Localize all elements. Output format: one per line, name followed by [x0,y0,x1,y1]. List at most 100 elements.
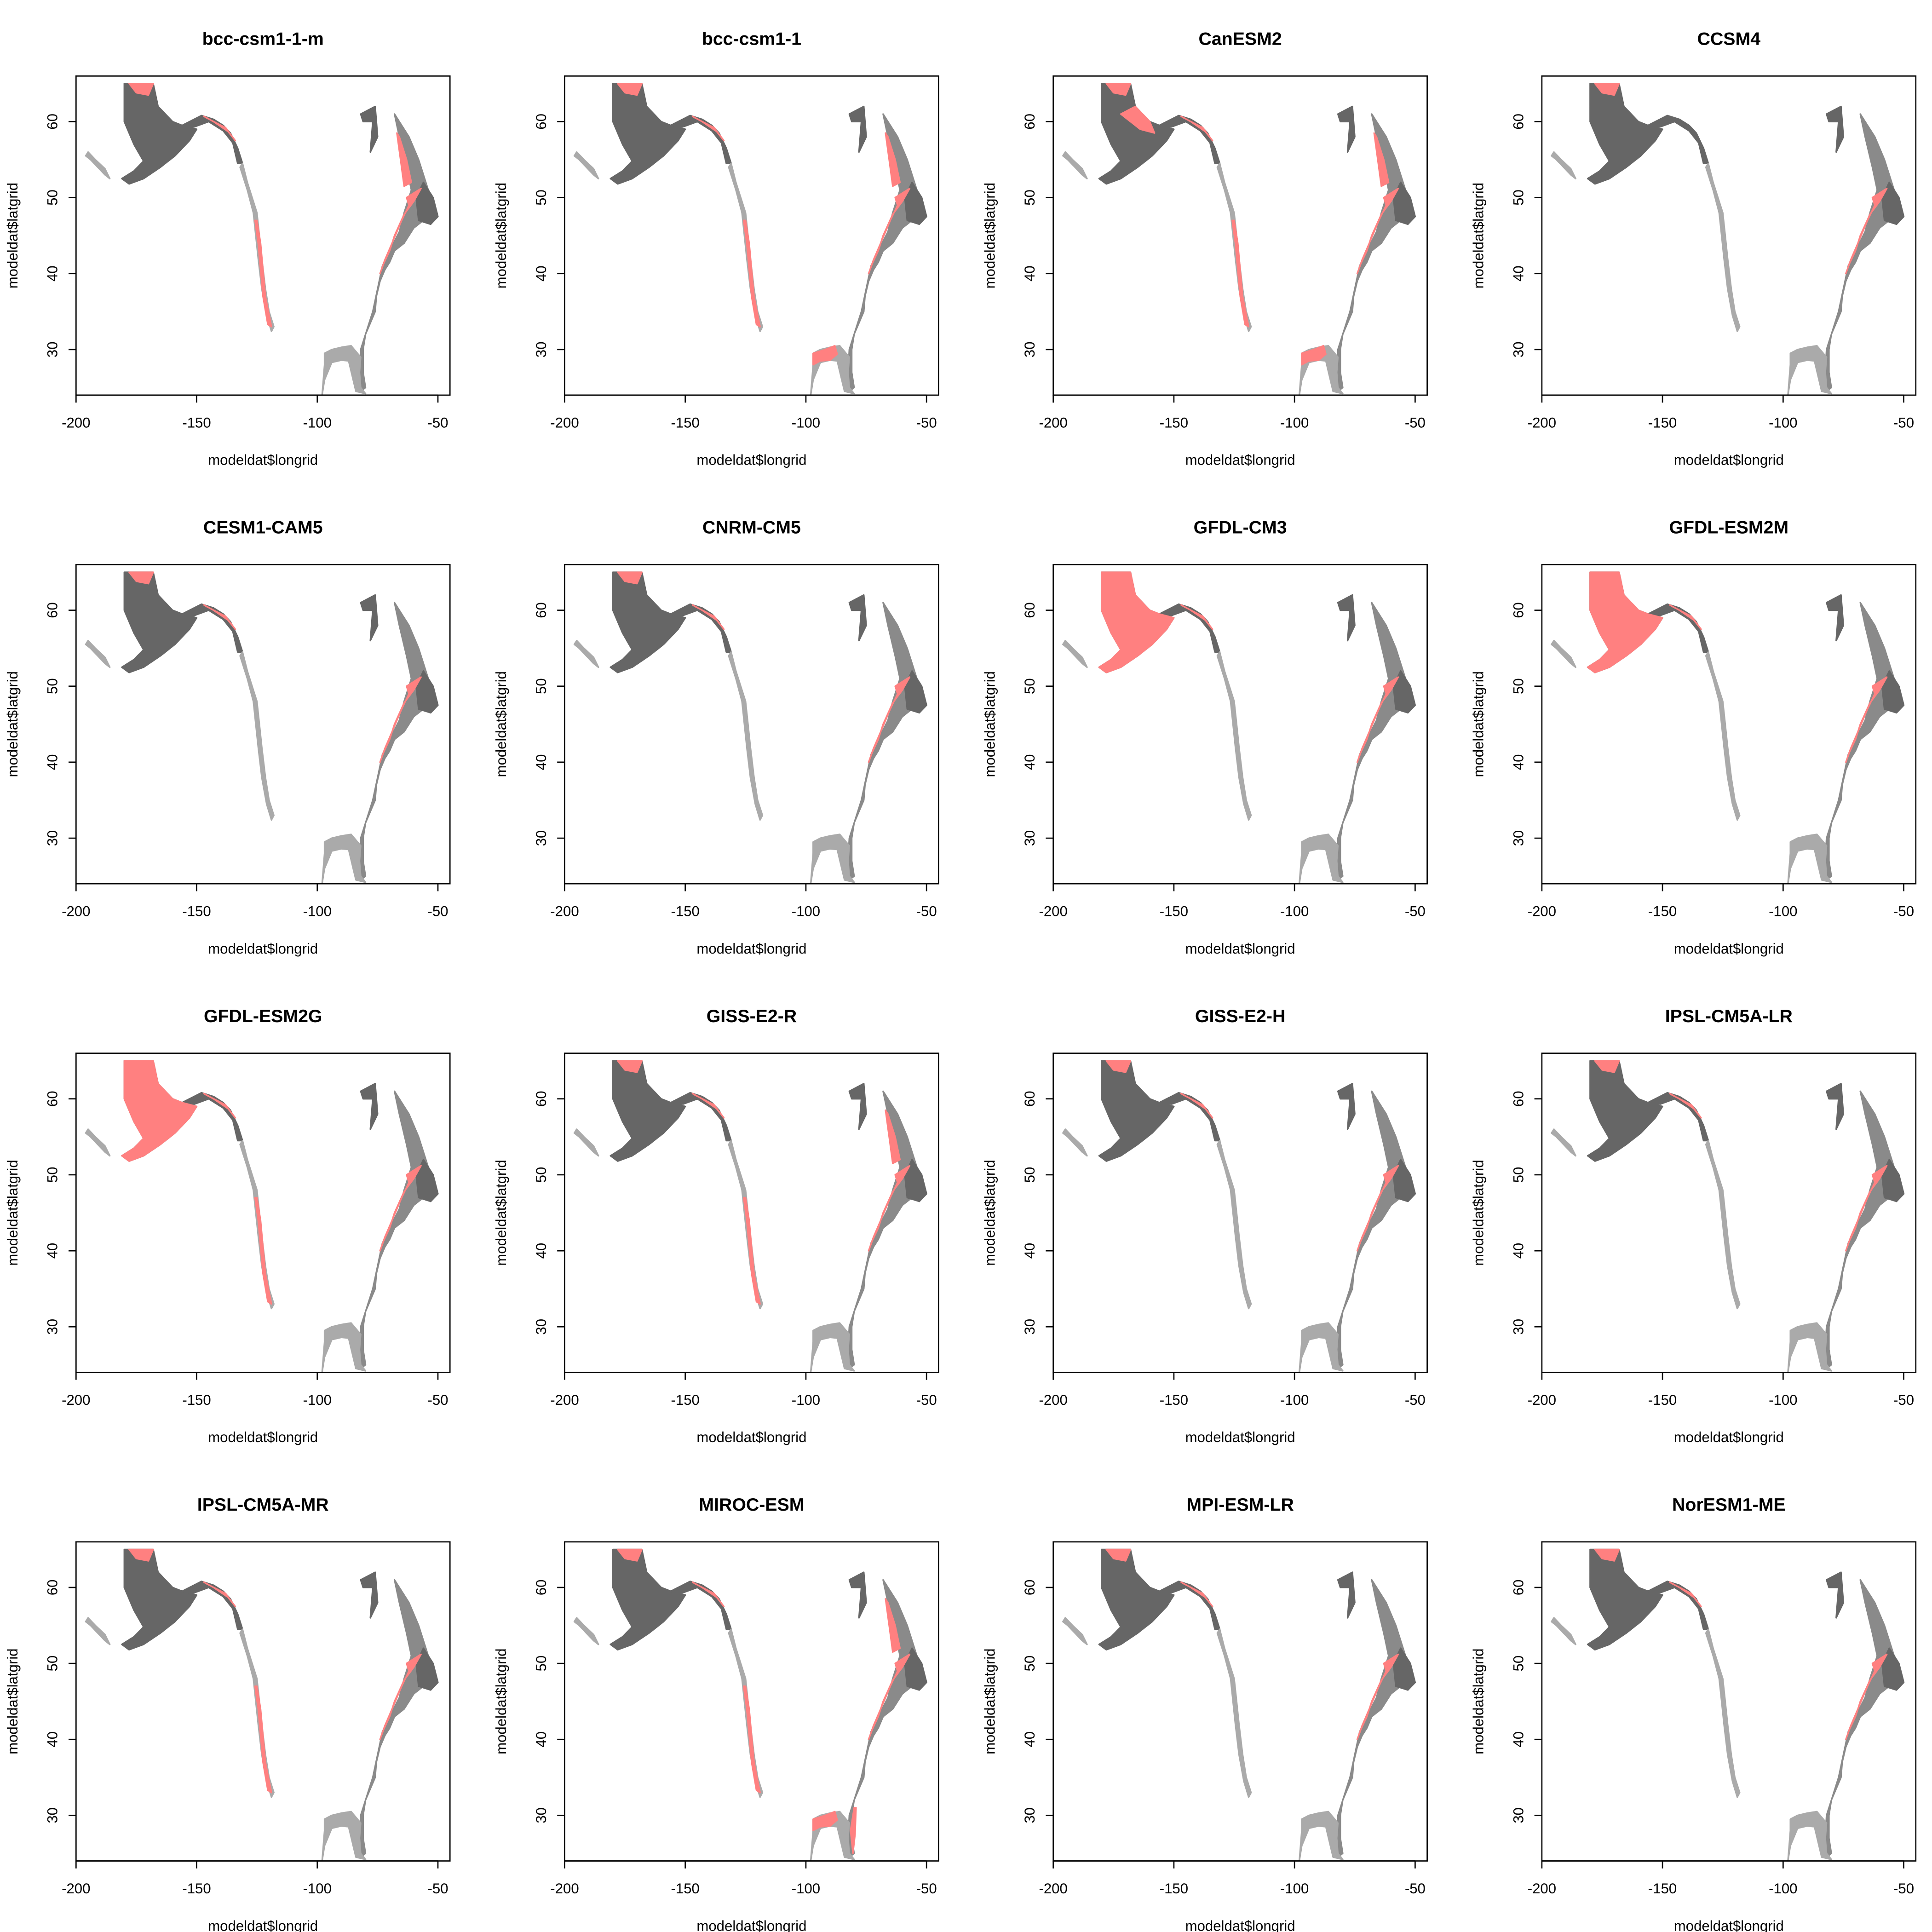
panel-bcc-csm1-1-m: -200 -150 -100 -50 30 40 50 60 modeldat$longrid m… [5,29,451,468]
y-axis: 30 40 50 60 [1022,602,1053,846]
base-atlantic-coast [1824,602,1900,881]
x-axis: -200 -150 -100 -50 [550,1371,937,1408]
x-tick-label: -150 [1648,1392,1677,1408]
base-gulf-mexico [321,1811,367,1861]
y-tick-label: 50 [1022,1656,1038,1672]
highlight-pac-coast-n [691,604,725,630]
base-atlantic-coast [847,602,923,881]
panel-title: IPSL-CM5A-MR [197,1495,329,1515]
base-atlantic-coast [847,1090,923,1369]
panel-title: GFDL-ESM2G [204,1006,322,1026]
x-tick-label: -200 [550,414,579,431]
x-tick-label: -50 [1405,1880,1426,1897]
y-tick-label: 60 [533,1091,549,1107]
y-tick-label: 30 [45,1807,61,1823]
y-tick-label: 30 [1022,1319,1038,1335]
base-atlantic-coast [358,113,434,392]
base-pacific-coast [1705,651,1741,821]
x-tick-label: -150 [182,903,211,920]
base-aleutian [1062,151,1088,179]
base-gulf-mexico [810,834,855,884]
highlight-atl-edge [868,1165,911,1252]
highlight-pac-coast-n [1669,604,1702,630]
x-tick-label: -50 [1893,1880,1914,1897]
x-tick-label: -100 [303,1880,332,1897]
base-north-atlantic [1337,1571,1356,1619]
y-tick-label: 30 [1510,342,1526,358]
y-axis: 30 40 50 60 [533,1091,565,1335]
x-tick-label: -100 [792,903,820,920]
base-north-atlantic [848,594,867,642]
panel-miroc-esm: -200 -150 -100 -50 30 40 50 60 modeldat$longrid m… [493,1495,939,1932]
x-tick-label: -100 [303,903,332,920]
x-axis: -200 -150 -100 -50 [1528,1371,1914,1408]
x-tick-label: -200 [1528,1880,1556,1897]
y-axis: 30 40 50 60 [45,114,76,357]
base-aleutian [85,639,111,668]
x-tick-label: -200 [1528,414,1556,431]
highlight-atl-edge [1356,1165,1399,1252]
y-tick-label: 50 [533,190,549,206]
y-axis-label: modeldat$latgrid [982,671,998,777]
base-pacific-coast [1216,651,1252,821]
panel-title: CanESM2 [1199,29,1282,49]
x-axis-label: modeldat$longrid [1674,452,1784,468]
x-tick-label: -50 [427,903,448,920]
highlight-pac-coast-n [691,115,725,142]
x-tick-label: -200 [1039,1392,1067,1408]
base-north-atlantic [1826,105,1845,153]
y-tick-label: 60 [1022,602,1038,618]
x-tick-label: -200 [62,903,90,920]
base-north-atlantic [1337,594,1356,642]
y-tick-label: 40 [45,754,61,770]
base-gulf-mexico [1787,834,1832,884]
panel-title: GFDL-CM3 [1194,518,1287,538]
y-tick-label: 30 [533,1319,549,1335]
x-tick-label: -100 [792,1880,820,1897]
y-tick-label: 60 [45,602,61,618]
base-north-atlantic [360,105,379,153]
y-axis-label: modeldat$latgrid [5,183,21,288]
base-pacific-coast [1216,162,1252,332]
y-axis-label: modeldat$latgrid [1471,1649,1487,1754]
base-bering [1587,1060,1663,1162]
y-tick-label: 30 [533,1807,549,1823]
panel-gfdl-esm2g: -200 -150 -100 -50 30 40 50 60 modeldat$longrid m… [5,1006,451,1445]
base-aleutian [1551,639,1576,668]
x-tick-label: -150 [671,1392,700,1408]
plot-area [573,1548,927,1861]
base-gulf-mexico [1298,1811,1344,1861]
x-axis: -200 -150 -100 -50 [1039,1371,1426,1408]
y-tick-label: 30 [1022,830,1038,846]
base-gulf-mexico [321,1322,367,1373]
base-bering [1098,83,1175,185]
highlight-atl-edge [1845,1165,1888,1252]
y-axis: 30 40 50 60 [1022,114,1053,357]
x-axis: -200 -150 -100 -50 [550,1860,937,1897]
x-tick-label: -50 [1405,1392,1426,1408]
x-axis: -200 -150 -100 -50 [550,394,937,431]
x-tick-label: -150 [1160,414,1188,431]
x-axis-label: modeldat$longrid [696,941,806,957]
x-tick-label: -150 [671,903,700,920]
highlight-atl-north [396,132,412,187]
y-tick-label: 40 [1510,1243,1526,1259]
y-tick-label: 30 [45,1319,61,1335]
highlight-atl-north [1373,132,1390,187]
panel-ccsm4: -200 -150 -100 -50 30 40 50 60 modeldat$longrid m… [1471,29,1917,468]
panel-title: CESM1-CAM5 [203,518,323,538]
y-axis-label: modeldat$latgrid [1471,183,1487,288]
y-tick-label: 50 [1022,1167,1038,1183]
y-tick-label: 40 [1022,754,1038,770]
x-tick-label: -150 [182,414,211,431]
highlight-pac-coast-n [203,604,236,630]
panel-cesm1-cam5: -200 -150 -100 -50 30 40 50 60 modeldat$longrid m… [5,518,451,957]
panel-title: NorESM1-ME [1672,1495,1786,1515]
y-tick-label: 60 [1510,1091,1526,1107]
base-aleutian [573,151,599,179]
base-bering [610,1548,686,1651]
panel-bcc-csm1-1: -200 -150 -100 -50 30 40 50 60 modeldat$longrid m… [493,29,939,468]
x-tick-label: -200 [62,1880,90,1897]
y-axis-label: modeldat$latgrid [982,183,998,288]
x-tick-label: -150 [1648,414,1677,431]
